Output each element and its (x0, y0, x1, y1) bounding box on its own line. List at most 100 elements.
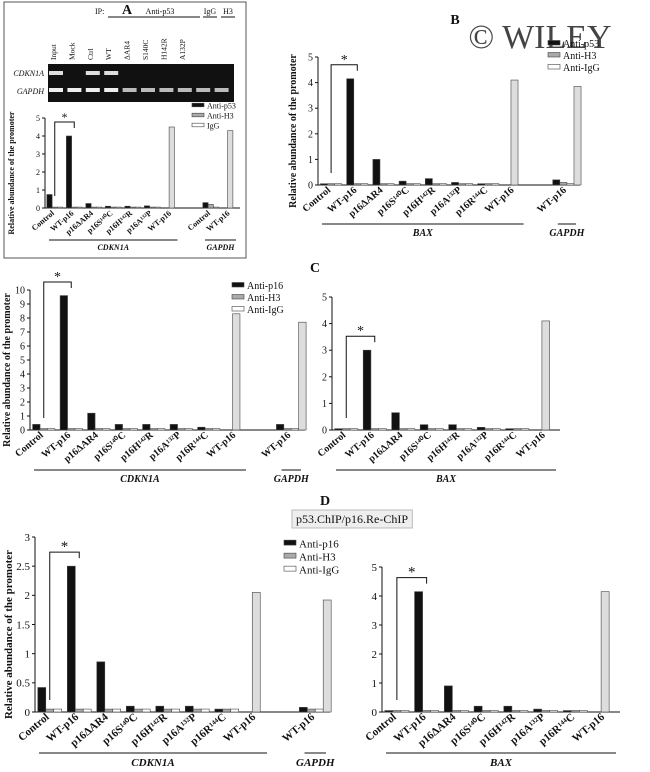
bar (427, 428, 436, 431)
y-tick-label: 0 (25, 707, 31, 719)
y-tick-label: 3 (25, 532, 31, 544)
bar (76, 206, 83, 209)
bar (200, 708, 210, 713)
y-tick-label: 3 (36, 150, 40, 159)
bar (169, 424, 178, 431)
bar (67, 565, 76, 713)
bar (349, 428, 359, 431)
gel-band (141, 88, 155, 92)
gel-ip-label: IP: (95, 7, 104, 16)
bar (149, 428, 158, 431)
bar (510, 79, 519, 186)
bar (112, 708, 121, 713)
bar (102, 428, 111, 431)
y-tick-label: 1 (308, 155, 313, 166)
significance-label: * (357, 324, 364, 339)
legend-swatch (231, 282, 245, 288)
y-tick-label: 3 (322, 346, 327, 357)
bar (513, 428, 522, 431)
gel-band (214, 88, 229, 92)
gel-lane-label: ΔAR4 (123, 41, 132, 60)
bar (122, 428, 131, 431)
bar (105, 205, 111, 209)
bar (451, 182, 459, 186)
bar (412, 183, 421, 186)
bar (476, 427, 486, 431)
y-tick-label: 8 (20, 314, 25, 325)
bar (155, 705, 165, 713)
bar (372, 159, 381, 186)
group-label: BAX (489, 757, 513, 769)
bar (477, 183, 486, 186)
bar (104, 708, 114, 713)
legend-label: Anti-H3 (563, 51, 596, 62)
bar (90, 206, 97, 209)
significance-bracket (396, 577, 428, 700)
watermark: © WILEY (468, 19, 611, 56)
bar (481, 710, 491, 713)
legend-swatch (231, 306, 245, 312)
bar (37, 687, 47, 713)
x-tick-label: WT-p16 (535, 185, 569, 216)
bar (96, 206, 102, 209)
gel-lane-label: Ctrl (86, 48, 95, 60)
y-tick-label: 3 (20, 384, 25, 395)
significance-bracket (345, 335, 376, 418)
significance-label: * (54, 270, 61, 285)
bar (197, 426, 206, 431)
gel-image (48, 64, 234, 102)
gel-band (67, 88, 82, 92)
bar (489, 710, 499, 713)
bar (207, 204, 214, 209)
x-tick-label: WT-p16 (514, 430, 548, 461)
group-label: BAX (412, 228, 433, 239)
bar (505, 428, 514, 431)
bar (129, 206, 136, 209)
bar (227, 130, 234, 209)
bar (456, 428, 465, 431)
bar (114, 424, 123, 431)
legend-swatch (547, 64, 561, 70)
bar (126, 705, 135, 713)
gel-band (177, 88, 192, 92)
bar (144, 205, 150, 209)
bar (573, 86, 582, 186)
bar (460, 710, 469, 713)
significance-label: * (61, 539, 69, 555)
gel-lane-label: S140C (141, 40, 150, 60)
gel-band (49, 88, 63, 92)
y-tick-label: 2 (25, 590, 31, 602)
bar (386, 183, 395, 186)
y-axis-label: Relative abundance of the promoter (7, 111, 16, 234)
bar (465, 183, 474, 186)
bar (110, 206, 117, 209)
bar (353, 183, 362, 186)
bar (400, 710, 410, 713)
bar (491, 183, 500, 186)
legend-label: Anti-H3 (299, 551, 336, 563)
y-tick-label: 5 (372, 562, 378, 574)
group-label: GAPDH (296, 757, 335, 769)
bar (566, 183, 575, 186)
group-label: GAPDH (549, 228, 585, 239)
gel-antibody: H3 (223, 7, 233, 16)
legend-swatch (283, 565, 297, 572)
bar (492, 428, 501, 431)
bar (276, 424, 285, 431)
bar (370, 428, 379, 431)
bar (85, 203, 92, 209)
legend-swatch (231, 294, 245, 300)
y-tick-label: 0 (20, 426, 25, 437)
bar (314, 708, 324, 713)
bar (439, 183, 447, 186)
bar (66, 135, 72, 209)
bar (549, 710, 558, 713)
group-label: GAPDH (207, 243, 236, 252)
bar (32, 424, 41, 431)
bar (520, 428, 530, 431)
significance-bracket (330, 64, 358, 173)
significance-bracket (43, 281, 72, 418)
bar (430, 710, 439, 713)
bar (59, 295, 68, 431)
y-tick-label: 5 (36, 114, 40, 123)
